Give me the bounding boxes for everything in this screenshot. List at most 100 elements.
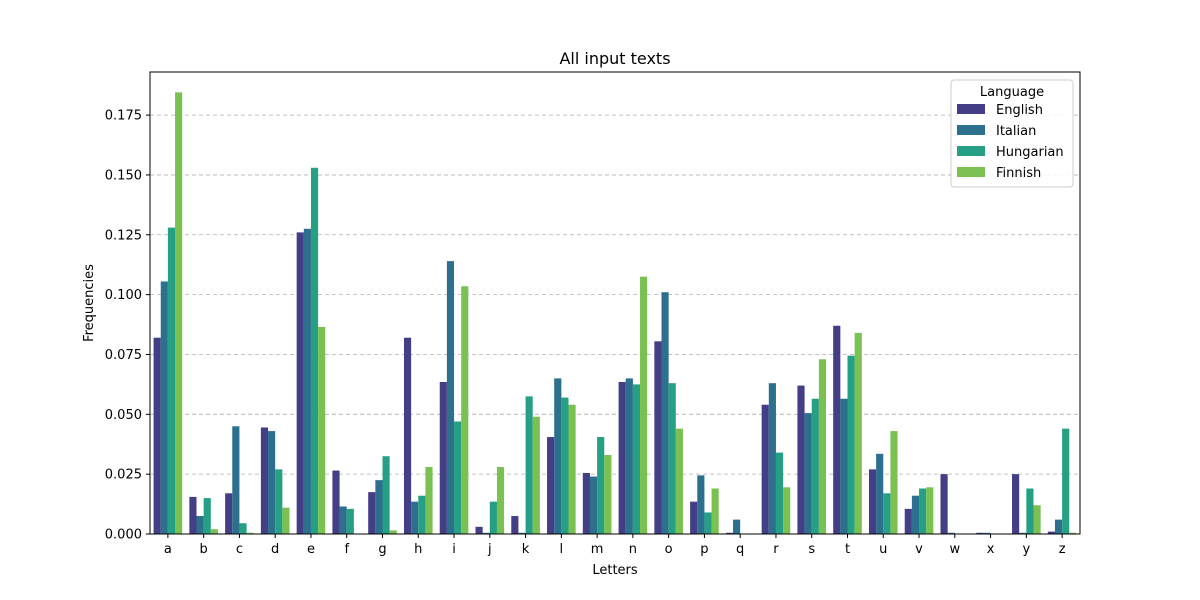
bar xyxy=(883,493,891,534)
bar xyxy=(268,431,276,534)
bar xyxy=(446,261,455,534)
bar xyxy=(346,508,354,534)
y-tick-label: 0.000 xyxy=(105,528,142,543)
bar xyxy=(389,530,397,534)
bar xyxy=(411,501,419,534)
bar xyxy=(1026,488,1034,534)
bar xyxy=(439,381,447,534)
bar xyxy=(1062,428,1070,534)
bar xyxy=(926,487,934,534)
y-tick-label: 0.150 xyxy=(105,168,142,183)
bar xyxy=(511,516,519,534)
y-tick-label: 0.050 xyxy=(105,408,142,423)
x-tick-label: r xyxy=(773,542,779,557)
bar xyxy=(947,532,955,534)
bar xyxy=(167,227,176,534)
bar xyxy=(282,507,290,534)
x-tick-label: d xyxy=(271,542,279,557)
x-tick-label: u xyxy=(879,542,887,557)
bar xyxy=(275,469,283,534)
bar xyxy=(768,383,776,534)
bar xyxy=(296,232,304,534)
bar xyxy=(1069,532,1077,534)
x-tick-label: f xyxy=(344,542,349,557)
bar xyxy=(704,512,712,534)
y-tick-label: 0.175 xyxy=(105,109,142,124)
bar xyxy=(919,488,927,534)
bar xyxy=(375,480,383,534)
bar xyxy=(489,501,497,534)
x-tick-label: c xyxy=(236,542,243,557)
x-tick-label: y xyxy=(1022,542,1030,557)
bars xyxy=(153,92,1077,535)
bar xyxy=(854,332,862,534)
bar xyxy=(589,476,598,534)
legend-swatch xyxy=(957,167,985,177)
bar xyxy=(339,506,347,534)
grid-lines xyxy=(150,114,1080,475)
bar xyxy=(725,532,734,534)
bar xyxy=(840,398,848,534)
bar xyxy=(761,404,769,534)
bar xyxy=(811,398,819,534)
x-tick-label: v xyxy=(915,542,923,557)
x-tick-label: g xyxy=(378,542,386,557)
bar xyxy=(246,532,254,534)
legend-swatch xyxy=(957,104,985,114)
x-tick-label: w xyxy=(949,542,960,557)
bar xyxy=(818,359,827,534)
bar xyxy=(1033,505,1041,534)
x-tick-label: l xyxy=(560,542,564,557)
bar xyxy=(425,466,433,534)
bar xyxy=(568,404,576,534)
bar xyxy=(775,452,784,534)
bar xyxy=(1019,532,1027,534)
x-tick-label: a xyxy=(164,542,172,557)
bar xyxy=(225,493,233,534)
bar xyxy=(940,474,948,534)
bar xyxy=(310,167,319,535)
bar xyxy=(454,421,462,534)
bar xyxy=(833,325,841,534)
x-tick-label: t xyxy=(845,542,850,557)
bar xyxy=(1047,531,1055,534)
bar xyxy=(196,516,204,534)
bar xyxy=(332,470,340,534)
legend-swatch xyxy=(957,125,985,135)
bar xyxy=(532,416,540,534)
bar xyxy=(697,475,705,534)
x-tick-label: h xyxy=(414,542,422,557)
bar xyxy=(210,529,218,534)
bar xyxy=(1012,474,1020,534)
legend-entry: Italian xyxy=(996,124,1036,139)
x-tick-label: p xyxy=(700,542,708,557)
x-tick-label: j xyxy=(487,542,492,557)
bar xyxy=(690,501,698,534)
x-tick-label: e xyxy=(307,542,315,557)
bar xyxy=(475,526,483,534)
legend-entry: English xyxy=(996,103,1043,118)
bar xyxy=(604,455,612,534)
chart-title: All input texts xyxy=(559,49,670,68)
y-tick-label: 0.125 xyxy=(105,228,142,243)
bar xyxy=(554,378,562,534)
x-tick-label: s xyxy=(808,542,815,557)
bar xyxy=(525,396,533,534)
bar xyxy=(868,469,877,534)
x-tick-label: n xyxy=(629,542,637,557)
bar xyxy=(597,437,605,534)
y-tick-label: 0.025 xyxy=(105,468,142,483)
bar xyxy=(847,355,855,534)
bar xyxy=(561,397,569,534)
bar xyxy=(976,532,984,534)
bar xyxy=(625,378,633,534)
x-tick-label: m xyxy=(591,542,604,557)
bar xyxy=(904,508,912,534)
bar xyxy=(582,472,590,534)
bar xyxy=(640,276,648,534)
bar xyxy=(661,292,669,534)
x-tick-label: x xyxy=(987,542,995,557)
bar xyxy=(189,496,197,534)
legend-swatch xyxy=(957,146,985,156)
